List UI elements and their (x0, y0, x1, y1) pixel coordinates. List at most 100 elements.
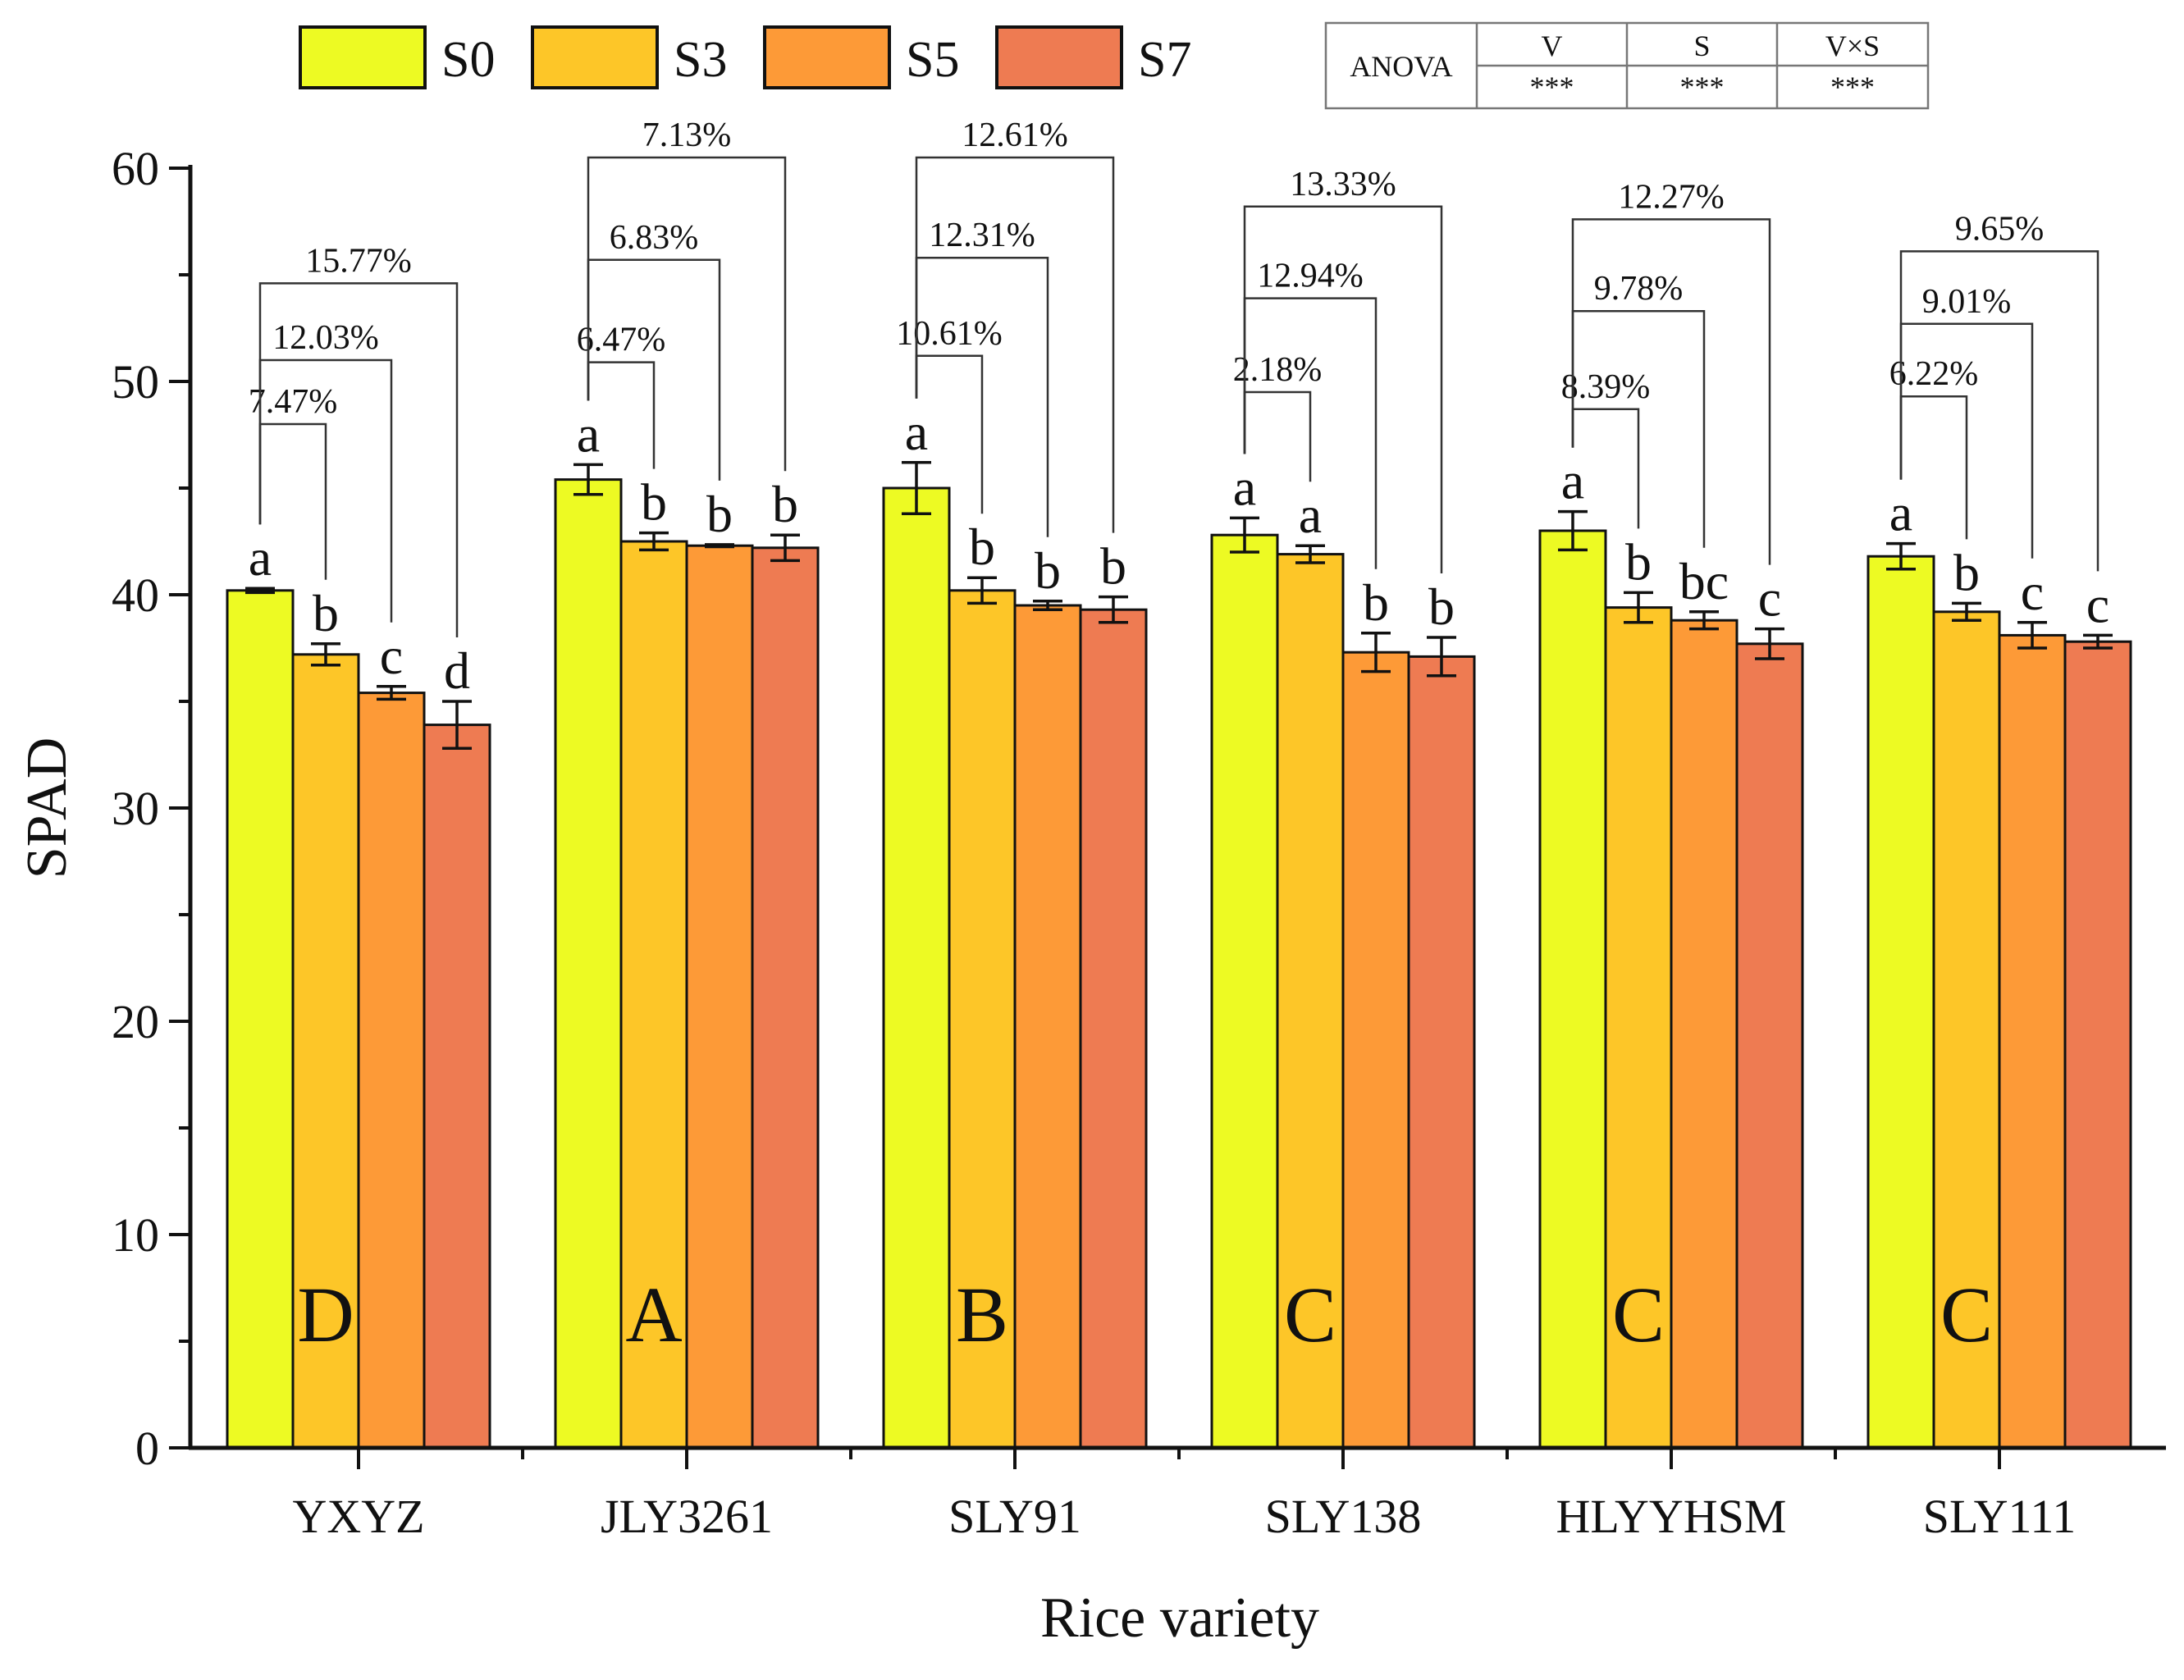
x-axis-title: Rice variety (1040, 1586, 1319, 1650)
reduction-bracket (587, 156, 787, 472)
reduction-percent-label: 9.78% (1594, 270, 1684, 308)
x-tick-label: SLY91 (948, 1490, 1081, 1543)
variety-group-letter: C (1940, 1271, 1993, 1358)
significance-letter: b (1953, 543, 1980, 601)
significance-letter: b (706, 485, 733, 543)
reduction-percent-label: 6.22% (1889, 355, 1979, 393)
bar-s5 (685, 544, 754, 1449)
reduction-percent-label: 15.77% (305, 242, 412, 280)
y-tick-label: 10 (112, 1208, 159, 1262)
bar-s3 (291, 653, 360, 1449)
reduction-bracket (1571, 218, 1771, 565)
legend-label-s0: S0 (441, 32, 495, 88)
legend-swatch-s3 (531, 25, 659, 89)
significance-letter: b (313, 584, 339, 642)
significance-letter: b (969, 518, 995, 576)
significance-letter: a (1233, 458, 1256, 516)
reduction-percent-label: 9.01% (1922, 283, 2012, 321)
reduction-bracket (1899, 250, 2099, 572)
bar-s0 (554, 478, 623, 1449)
significance-letter: a (249, 528, 272, 587)
bar-s7 (2063, 640, 2132, 1449)
reduction-bracket (915, 156, 1115, 533)
anova-label: ANOVA (1350, 50, 1452, 83)
axes: 0 10 20 30 40 50 60 YXYZ JLY3261 SLY91 SLY138 HLYYH… (112, 142, 2166, 1543)
significance-letter: a (1889, 484, 1912, 542)
reduction-percent-label: 12.27% (1618, 178, 1725, 216)
x-tick-label: SLY111 (1923, 1490, 2076, 1543)
bar-s0 (1866, 555, 1935, 1449)
anova-significance: *** (1680, 71, 1725, 103)
variety-group-letter: B (956, 1271, 1008, 1358)
x-tick-label: SLY138 (1265, 1490, 1422, 1543)
bar-s7 (1735, 642, 1804, 1449)
bar-s5 (1341, 651, 1410, 1449)
significance-letter: a (905, 403, 928, 461)
variety-group-letter: C (1284, 1271, 1336, 1358)
reduction-percent-label: 10.61% (896, 315, 1003, 353)
reduction-percent-label: 12.03% (272, 319, 379, 357)
significance-letter: a (1299, 486, 1322, 544)
significance-letter: bc (1679, 552, 1729, 610)
significance-letter: b (1100, 537, 1126, 596)
reduction-percent-label: 12.61% (962, 116, 1068, 154)
variety-group-letter: D (297, 1271, 354, 1358)
y-tick-label: 60 (112, 142, 159, 195)
bar-s5 (1998, 633, 2067, 1449)
significance-letter: c (1758, 569, 1781, 628)
bar-s7 (1079, 608, 1148, 1449)
y-tick-label: 0 (135, 1422, 159, 1475)
x-tick-label: YXYZ (292, 1490, 424, 1543)
reduction-percent-label: 2.18% (1233, 351, 1323, 389)
y-tick-label: 50 (112, 355, 159, 409)
significance-letter: b (1035, 541, 1061, 600)
reduction-percent-label: 6.83% (610, 219, 699, 257)
significance-letter: c (380, 627, 403, 685)
bar-s0 (882, 486, 951, 1449)
y-tick-label: 20 (112, 995, 159, 1048)
y-tick-label: 40 (112, 568, 159, 622)
significance-letter: b (1625, 532, 1652, 591)
anova-significance: *** (1830, 71, 1875, 103)
x-tick-label: HLYYHSM (1556, 1490, 1787, 1543)
bar-s0 (226, 589, 295, 1449)
significance-letter: b (1363, 573, 1389, 632)
variety-group-letter: A (625, 1271, 682, 1358)
legend-swatch-s0 (299, 25, 427, 89)
x-tick-label: JLY3261 (601, 1490, 773, 1543)
reduction-percent-label: 12.31% (929, 217, 1035, 254)
variety-group-letter: C (1612, 1271, 1665, 1358)
significance-letter: d (444, 641, 470, 700)
legend: S0 S3 S5 S7 (299, 25, 1191, 89)
reduction-bracket (1243, 205, 1443, 573)
bar-s3 (948, 589, 1017, 1449)
reduction-percent-label: 8.39% (1561, 368, 1651, 406)
reduction-percent-label: 9.65% (1955, 210, 2045, 248)
bar-s7 (1407, 655, 1476, 1449)
legend-label-s5: S5 (906, 32, 959, 88)
anova-table: ANOVA V *** S *** V×S *** (1324, 21, 1930, 110)
significance-letter: c (2086, 575, 2109, 633)
plot-area: abc d7.47%12.03%15.77%Dab b b6.47%6.83%7.13… (226, 116, 2132, 1449)
bar-s5 (1013, 604, 1082, 1449)
y-axis-title: SPAD (16, 737, 79, 879)
y-tick-label: 30 (112, 782, 159, 835)
bar-s5 (357, 692, 426, 1449)
significance-letter: a (577, 404, 600, 463)
reduction-percent-label: 7.13% (642, 116, 732, 154)
reduction-bracket (258, 282, 459, 637)
legend-label-s3: S3 (674, 32, 727, 88)
legend-swatch-s7 (995, 25, 1123, 89)
bar-s0 (1210, 533, 1279, 1449)
reduction-percent-label: 13.33% (1290, 166, 1396, 203)
legend-swatch-s5 (763, 25, 891, 89)
significance-letter: b (772, 475, 798, 533)
bar-s7 (751, 546, 820, 1449)
significance-letter: a (1561, 452, 1584, 510)
bar-s0 (1538, 529, 1607, 1449)
legend-label-s7: S7 (1138, 32, 1191, 88)
bar-s3 (619, 540, 688, 1449)
anova-header: V (1542, 30, 1563, 62)
significance-letter: b (641, 473, 667, 532)
